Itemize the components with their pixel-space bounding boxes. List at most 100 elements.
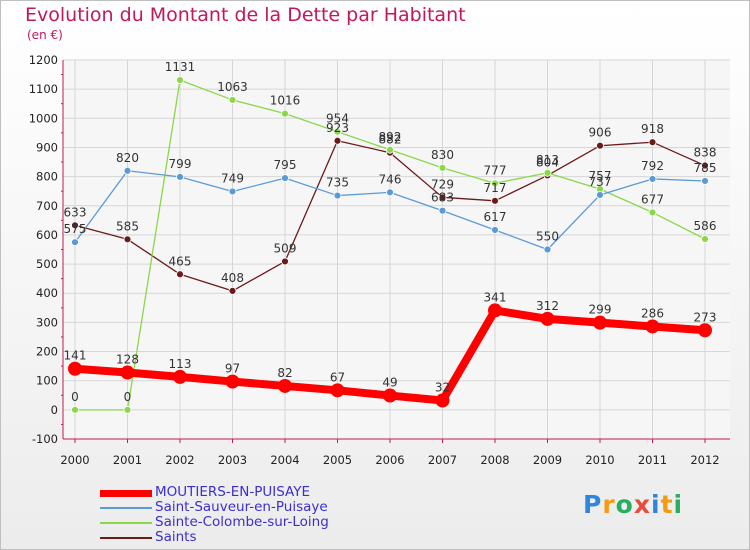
data-label: 312	[536, 299, 559, 313]
data-label: 677	[641, 192, 664, 206]
data-point	[648, 208, 657, 217]
data-label: 892	[379, 130, 402, 144]
data-label: 617	[484, 210, 507, 224]
data-point	[386, 188, 394, 197]
data-label: 735	[326, 176, 349, 190]
data-label: 465	[169, 254, 192, 268]
data-label: 408	[221, 271, 244, 285]
data-label: 341	[484, 290, 507, 304]
chart-unit: (en €)	[27, 28, 63, 42]
legend-label: Saint-Sauveur-en-Puisaye	[155, 499, 328, 515]
legend-label: Saints	[155, 529, 197, 545]
y-tick-label: 500	[36, 257, 58, 271]
data-label: 0	[71, 390, 79, 404]
legend-swatch	[100, 537, 152, 539]
data-label: 792	[641, 159, 664, 173]
y-tick-label: 600	[36, 228, 58, 242]
data-label: 49	[382, 376, 397, 390]
data-label: 82	[277, 366, 292, 380]
data-point	[491, 179, 499, 188]
data-point	[176, 270, 184, 279]
data-point	[173, 369, 187, 384]
y-tick-label: 1200	[29, 53, 58, 67]
data-label: 954	[326, 112, 349, 126]
data-point	[648, 175, 657, 183]
data-point	[120, 365, 135, 380]
data-point	[596, 141, 604, 150]
data-label: 799	[169, 157, 192, 171]
y-tick-label: 700	[36, 199, 58, 213]
y-tick-label: 1100	[29, 82, 58, 96]
data-point	[68, 361, 82, 376]
x-tick-label: 2005	[323, 453, 352, 467]
data-point	[71, 238, 79, 247]
x-tick-label: 2006	[375, 453, 404, 467]
data-point	[701, 161, 709, 170]
y-tick-label: 900	[36, 140, 58, 154]
data-label: 32	[435, 381, 450, 395]
data-label: 729	[431, 177, 454, 191]
logo-letter: P	[583, 490, 603, 519]
data-label: 67	[330, 370, 345, 384]
data-label: 813	[536, 153, 559, 167]
x-tick-label: 2012	[690, 453, 719, 467]
data-label: 97	[225, 362, 240, 376]
data-label: 923	[326, 121, 349, 135]
data-point	[123, 235, 132, 244]
data-label: 717	[484, 181, 507, 195]
data-point	[543, 245, 552, 254]
data-point	[435, 393, 450, 408]
data-label: 273	[694, 310, 717, 324]
data-label: 550	[536, 230, 559, 244]
data-point	[228, 286, 237, 295]
data-point	[71, 405, 79, 414]
legend-swatch	[100, 507, 152, 509]
y-tick-label: 100	[36, 374, 58, 388]
data-point	[491, 196, 499, 205]
data-point	[333, 127, 342, 136]
x-tick-label: 2007	[428, 453, 457, 467]
data-label: 785	[694, 161, 717, 175]
data-label: 128	[116, 353, 139, 367]
data-label: 746	[379, 172, 402, 186]
data-point	[488, 303, 502, 318]
data-label: 575	[64, 222, 87, 236]
data-label: 1016	[270, 94, 301, 108]
data-label: 838	[694, 146, 717, 160]
data-label: 0	[124, 390, 132, 404]
data-label: 141	[64, 349, 87, 363]
data-point	[281, 257, 289, 266]
data-label: 820	[116, 151, 139, 165]
x-tick-label: 2010	[585, 453, 614, 467]
data-point	[333, 136, 342, 145]
data-point	[281, 109, 289, 118]
data-point	[225, 374, 240, 389]
legend-swatch	[100, 489, 152, 497]
data-label: 683	[431, 191, 454, 205]
data-point	[701, 177, 709, 185]
data-label: 509	[274, 241, 297, 255]
data-point	[438, 163, 447, 172]
y-tick-label: 0	[51, 403, 58, 417]
data-label: 777	[484, 163, 507, 177]
data-label: 113	[169, 357, 192, 371]
logo-letter: t	[660, 490, 674, 519]
x-tick-label: 2011	[638, 453, 667, 467]
data-label: 585	[116, 219, 139, 233]
x-tick-label: 2002	[165, 453, 194, 467]
legend-swatch	[100, 522, 152, 524]
chart-title: Evolution du Montant de la Dette par Hab…	[25, 4, 466, 26]
y-tick-label: 300	[36, 315, 58, 329]
data-point	[278, 378, 292, 393]
data-label: 906	[589, 126, 612, 140]
data-point	[123, 166, 132, 175]
data-label: 804	[536, 155, 559, 169]
data-point	[438, 206, 447, 215]
logo-letter: x	[633, 490, 651, 519]
data-label: 299	[589, 303, 612, 317]
data-label: 882	[379, 133, 402, 147]
data-point	[698, 323, 712, 338]
x-tick-label: 2009	[533, 453, 562, 467]
data-point	[228, 96, 237, 104]
